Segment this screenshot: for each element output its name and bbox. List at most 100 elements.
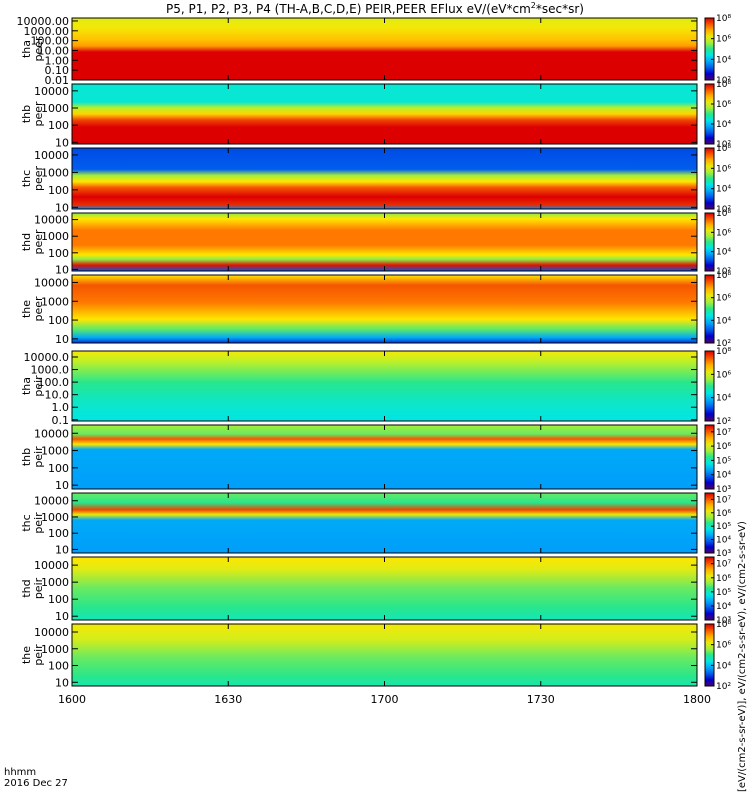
spectrogram-panel: 10000 1000 100 10 thbpeer 10⁸ 10⁶ 10⁴ 10² xyxy=(20,80,731,150)
y-tick-label: 100 xyxy=(48,593,69,606)
panel-label: thapeer xyxy=(20,36,45,62)
y-tick-label: 1000 xyxy=(41,511,69,524)
colorbar xyxy=(704,274,715,344)
spectrogram-heatmap xyxy=(72,557,697,620)
y-tick-label: 10000 xyxy=(34,149,69,162)
spectrogram-heatmap xyxy=(72,624,697,686)
panel-label-probe: thc xyxy=(20,170,33,187)
y-tick-label: 10 xyxy=(55,676,69,689)
colorbar-tick-label: 10⁴ xyxy=(716,394,731,404)
y-tick-label: 10000 xyxy=(34,427,69,440)
y-tick-label: 1000 xyxy=(41,295,69,308)
y-tick-label: 1000 xyxy=(41,445,69,458)
y-tick-label: 100.00 xyxy=(31,35,70,48)
panel-label: thdpeir xyxy=(20,577,45,599)
spectrogram-heatmap xyxy=(72,213,697,271)
spectrogram-heatmap xyxy=(72,18,697,80)
spectrogram-heatmap xyxy=(72,425,697,489)
colorbar-tick-label: 10⁴ xyxy=(716,661,731,671)
colorbar-tick-label: 10⁶ xyxy=(716,509,731,519)
y-tick-label: 10 xyxy=(55,136,69,149)
colorbar-tick-label: 10⁷ xyxy=(716,560,731,570)
x-tick-label: 1630 xyxy=(214,693,242,706)
y-tick-label: 1000 xyxy=(41,230,69,243)
panel-label-probe: thb xyxy=(20,448,33,466)
colorbar-tick-label: 10⁸ xyxy=(716,209,731,219)
y-tick-label: 100 xyxy=(48,247,69,260)
y-tick-label: 10000 xyxy=(34,214,69,227)
colorbar-tick-label: 10⁶ xyxy=(716,370,731,380)
spectrogram-panel: 10000 1000 100 10 thbpeir 10⁷ 10⁶ 10⁵ 10⁴ 10³ xyxy=(20,424,731,495)
y-tick-label: 10 xyxy=(55,543,69,556)
panel-label-product: peer xyxy=(32,229,45,255)
colorbar-tick-label: 10⁴ xyxy=(716,316,731,326)
panel-label-product: peer xyxy=(32,36,45,62)
y-tick-label: 1000 xyxy=(41,643,69,656)
spectrogram-panel: 10000 1000 100 10 thepeer 10⁸ 10⁶ 10⁴ 10² xyxy=(20,271,731,349)
panel-label: thcpeir xyxy=(20,512,45,534)
y-tick-label: 10000 xyxy=(34,85,69,98)
panel-label-product: peir xyxy=(32,446,45,468)
y-tick-label: 1000 xyxy=(41,166,69,179)
panel-label-probe: the xyxy=(20,646,33,664)
panel-label: thdpeer xyxy=(20,229,45,255)
colorbar-tick-label: 10⁸ xyxy=(716,144,731,154)
colorbar-tick-label: 10⁸ xyxy=(716,80,731,90)
y-tick-label: 0.1 xyxy=(52,414,70,427)
y-tick-label: 100 xyxy=(48,462,69,475)
colorbar xyxy=(704,492,715,554)
colorbar xyxy=(704,83,715,145)
panel-label-probe: thd xyxy=(20,233,33,251)
colorbar xyxy=(704,350,715,422)
colorbar-axis-title: [eV/(cm2-s-sr-eV)], eV/(cm2-s-sr-eV), eV… xyxy=(737,521,748,792)
date-label: 2016 Dec 27 xyxy=(4,778,68,789)
y-tick-label: 1000.00 xyxy=(24,25,70,38)
colorbar-tick-label: 10² xyxy=(716,76,731,86)
colorbar-tick-label: 10⁶ xyxy=(716,164,731,174)
y-tick-label: 10000 xyxy=(34,559,69,572)
colorbar-tick-label: 10⁵ xyxy=(716,522,731,532)
y-tick-label: 10000 xyxy=(34,626,69,639)
spectrogram-panel: 10000 1000 100 10 thcpeir 10⁷ 10⁶ 10⁵ 10⁴ 10³ xyxy=(20,492,731,559)
colorbar-tick-label: 10⁸ xyxy=(716,620,731,630)
panel-label-product: peer xyxy=(32,296,45,322)
panel-label-product: peir xyxy=(32,577,45,599)
colorbar-tick-label: 10⁸ xyxy=(716,347,731,357)
colorbar xyxy=(704,424,715,490)
colorbar-tick-label: 10² xyxy=(716,267,731,277)
y-tick-label: 100 xyxy=(48,184,69,197)
panel-label-probe: the xyxy=(20,300,33,318)
y-tick-label: 10000 xyxy=(34,495,69,508)
x-tick-label: 1800 xyxy=(683,693,711,706)
panel-label-probe: tha xyxy=(20,377,33,395)
colorbar-tick-label: 10⁴ xyxy=(716,120,731,130)
colorbar-tick-label: 10³ xyxy=(716,485,731,495)
chart-title: P5, P1, P2, P3, P4 (TH-A,B,C,D,E) PEIR,P… xyxy=(166,1,584,16)
y-tick-label: 1.0 xyxy=(52,401,70,414)
colorbar-tick-label: 10⁴ xyxy=(716,55,731,65)
spectrogram-heatmap xyxy=(72,148,697,209)
colorbar xyxy=(704,17,715,81)
colorbar-tick-label: 10⁵ xyxy=(716,588,731,598)
colorbar-tick-label: 10³ xyxy=(716,616,731,626)
colorbar-tick-label: 10² xyxy=(716,140,731,150)
y-tick-label: 10000 xyxy=(34,276,69,289)
colorbar-tick-label: 10⁴ xyxy=(716,248,731,258)
time-format-label: hhmm xyxy=(4,767,37,778)
y-tick-label: 100 xyxy=(48,527,69,540)
y-tick-label: 1000 xyxy=(41,102,69,115)
colorbar xyxy=(704,147,715,210)
spectrogram-heatmap xyxy=(72,84,697,144)
colorbar-tick-label: 10⁶ xyxy=(716,228,731,238)
y-tick-label: 0.01 xyxy=(45,74,70,87)
colorbar-tick-label: 10⁶ xyxy=(716,100,731,110)
spectrogram-heatmap xyxy=(72,275,697,343)
y-tick-label: 10 xyxy=(55,610,69,623)
x-tick-label: 1730 xyxy=(527,693,555,706)
y-tick-label: 1000.0 xyxy=(31,364,70,377)
colorbar-tick-label: 10⁶ xyxy=(716,641,731,651)
panel-label: thapeir xyxy=(20,375,45,397)
spectrogram-panel: 10000 1000 100 10 thdpeer 10⁸ 10⁶ 10⁴ 10² xyxy=(20,209,731,277)
panel-label-probe: thd xyxy=(20,579,33,597)
